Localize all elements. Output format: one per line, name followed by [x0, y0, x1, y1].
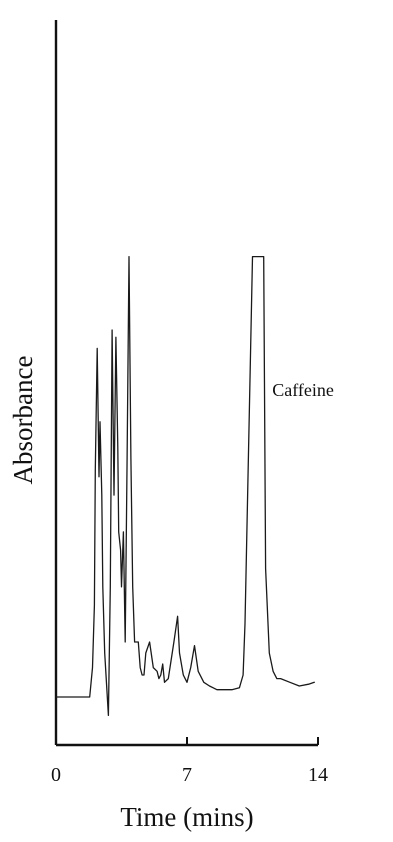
plot-area: Caffeine [55, 255, 334, 717]
y-axis-label: Absorbance [8, 356, 38, 485]
series-line [55, 255, 315, 717]
x-tick-label: 0 [51, 764, 61, 786]
peak-annotation-label: Caffeine [272, 380, 334, 400]
x-tick-label: 14 [308, 764, 328, 786]
x-axis-label: Time (mins) [120, 802, 253, 832]
x-ticks: 0 7 14 [51, 737, 328, 786]
x-tick-label: 7 [182, 764, 192, 786]
